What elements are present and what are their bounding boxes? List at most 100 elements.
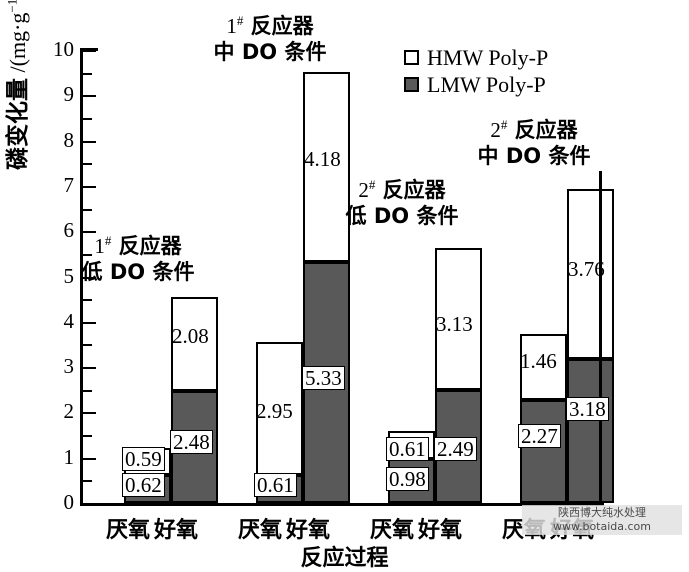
legend-item-hmw[interactable]: HMW Poly-P [404,44,548,71]
y-tick-10 [83,50,96,52]
watermark-line2: www.botaida.com [552,520,651,533]
y-tick-3-5 [83,344,92,347]
y-axis-title: 磷变化量 /(mg·g−1) [0,0,32,170]
y-tick-3 [83,367,96,370]
legend-label-hmw: HMW Poly-P [427,44,549,70]
x-tick-label-5: 厌氧 [369,518,414,543]
bar-segment-lmw[interactable] [567,359,614,503]
y-tick-7 [83,185,96,188]
plot-right-border [599,171,602,506]
group-1-number: 1 [94,234,105,258]
bar-segment-hmw[interactable] [256,341,303,476]
value-label-g1-aerobic-hmw: 2.08 [172,324,209,348]
x-tick-label-1: 厌氧 [105,518,150,543]
group-label-2: 1# 反应器 中 DO 条件 [190,8,350,65]
y-tick-label-9: 9 [63,82,75,107]
group-label-4-line1: 2# 反应器 [454,112,614,143]
group-1-reactor: 反应器 [111,234,182,258]
y-tick-9-5 [83,72,92,75]
y-axis-unit-sup: −1 [4,0,20,13]
group-label-1: 1# 反应器 低 DO 条件 [58,228,218,285]
value-label-g1-aerobic-lmw: 2.48 [170,430,213,454]
group-2-hash: # [236,13,244,28]
group-label-1-line2: 低 DO 条件 [81,260,195,284]
watermark: 陕西博大纯水处理 www.botaida.com [522,505,682,535]
value-label-g2-aerobic-hmw: 4.18 [304,147,341,171]
y-tick-4 [83,321,96,324]
y-axis-title-cjk: 磷变化量 [5,78,31,170]
bar-segment-lmw[interactable] [520,400,567,503]
y-tick-8 [83,140,96,143]
x-tick-label-3: 厌氧 [237,518,282,543]
bar-segment-hmw[interactable] [567,188,614,359]
group-3-hash: # [368,177,376,192]
y-axis-unit-open: /(mg·g [5,12,30,78]
group-label-2-line2: 中 DO 条件 [213,40,327,64]
x-tick-label-2: 好氧 [153,518,198,543]
legend-item-lmw[interactable]: LMW Poly-P [404,71,548,98]
legend-swatch-lmw-icon [404,77,419,92]
watermark-line1: 陕西博大纯水处理 [558,506,646,519]
value-label-g2-anaerobic-lmw: 0.61 [254,473,297,497]
y-tick-label-1: 1 [63,444,75,469]
plot-top-stub [80,48,98,51]
group-label-4: 2# 反应器 中 DO 条件 [454,112,614,169]
value-label-g4-aerobic-lmw: 3.18 [566,397,609,421]
y-tick-label-2: 2 [63,399,75,424]
bar-segment-hmw[interactable] [171,296,218,391]
y-tick-0 [83,503,96,505]
value-label-g1-anaerobic-lmw: 0.62 [122,473,165,497]
bar-segment-hmw[interactable] [520,334,567,401]
group-label-3: 2# 反应器 低 DO 条件 [322,172,482,229]
x-axis-title: 反应过程 [300,546,389,571]
group-3-number: 2 [358,178,369,202]
group-4-number: 2 [490,118,501,142]
y-tick-7-5 [83,163,92,166]
value-label-g3-anaerobic-hmw: 0.61 [386,437,429,461]
y-tick-label-3: 3 [63,354,75,379]
group-3-reactor: 反应器 [375,178,446,202]
group-1-hash: # [104,233,112,248]
y-tick-label-5: 5 [63,263,75,288]
bar-g4-aerobic[interactable] [567,188,614,503]
y-tick-0-5 [83,480,92,483]
y-tick-5-5 [83,253,92,256]
bar-g3-aerobic[interactable] [435,248,482,503]
group-label-2-line1: 1# 反应器 [190,8,350,39]
group-label-4-line2: 中 DO 条件 [477,144,591,168]
group-4-reactor: 反应器 [507,118,578,142]
bar-g1-aerobic[interactable] [171,296,218,503]
y-tick-8-5 [83,117,92,120]
y-tick-label-0: 0 [63,490,75,514]
y-tick-label-4: 4 [63,308,75,333]
y-tick-label-10: 10 [53,37,74,61]
legend: HMW Poly-P LMW Poly-P [404,44,548,98]
x-tick-label-4: 好氧 [285,518,330,543]
y-tick-9 [83,95,96,98]
y-tick-6 [83,231,96,234]
y-tick-2-5 [83,389,92,392]
y-tick-1-5 [83,435,92,437]
y-tick-label-7: 7 [63,172,75,197]
value-label-g3-aerobic-lmw: 2.49 [434,437,477,461]
group-4-hash: # [500,117,508,132]
y-tick-5 [83,276,96,279]
bar-g4-anaerobic[interactable] [520,334,567,503]
value-label-g4-anaerobic-lmw: 2.27 [518,424,561,448]
group-label-3-line1: 2# 反应器 [322,172,482,203]
value-label-g2-anaerobic-hmw: 2.95 [256,399,293,423]
group-label-1-line1: 1# 反应器 [58,228,218,259]
group-label-3-line2: 低 DO 条件 [345,204,459,228]
value-label-g2-aerobic-lmw: 5.33 [302,366,345,390]
value-label-g3-anaerobic-lmw: 0.98 [386,467,429,491]
bar-segment-hmw[interactable] [435,248,482,391]
value-label-g1-anaerobic-hmw: 0.59 [122,447,165,471]
bar-segment-hmw[interactable] [303,72,350,262]
y-tick-label-8: 8 [63,127,75,152]
y-tick-1 [83,457,96,460]
y-tick-4-5 [83,299,92,302]
value-label-g4-anaerobic-hmw: 1.46 [520,349,557,373]
bar-g2-aerobic[interactable] [303,72,350,503]
value-label-g3-aerobic-hmw: 3.13 [436,312,473,336]
